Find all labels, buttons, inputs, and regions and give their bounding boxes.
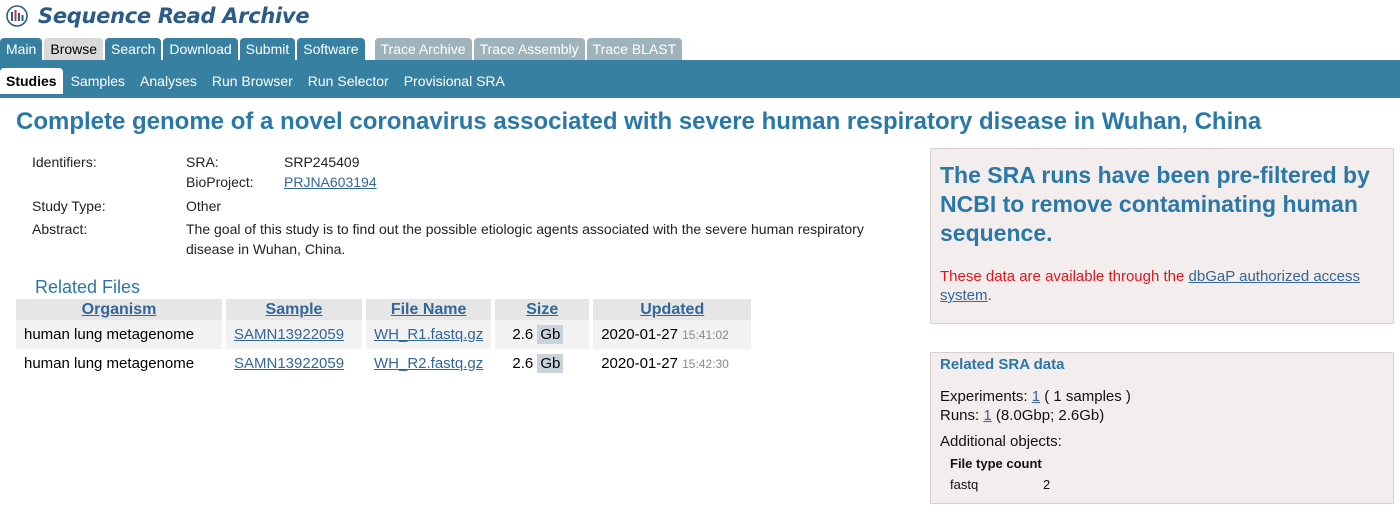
study-type-label: Study Type: [32,198,106,214]
runs-label: Runs: [940,407,980,424]
column-header-sample: Sample [226,299,362,320]
sub-navigation: Studies Samples Analyses Run Browser Run… [0,60,1400,98]
abstract-text: The goal of this study is to find out th… [186,221,864,257]
tab-browse[interactable]: Browse [44,38,104,60]
sample-link[interactable]: SAMN13922059 [234,326,345,343]
column-header-file-name: File Name [366,299,492,320]
experiments-link[interactable]: 1 [1031,388,1041,405]
sra-accession: SRP245409 [284,154,360,170]
sort-file-name-link[interactable]: File Name [390,300,467,318]
dbgap-access-link[interactable]: dbGaP authorized access system [940,268,1361,304]
column-header-size: Size [495,299,590,320]
subnav-studies[interactable]: Studies [0,68,63,94]
main-tabs: Main Browse Search Download Submit Softw… [0,38,684,60]
table-row: human lung metagenome SAMN13922059 WH_R1… [16,320,752,349]
file-name-link[interactable]: WH_R1.fastq.gz [374,326,484,343]
organism-cell: human lung metagenome [16,320,222,349]
column-header-updated: Updated [593,299,752,320]
tab-trace-archive[interactable]: Trace Archive [374,38,472,60]
bioproject-label: BioProject: [186,174,254,190]
identifiers-label: Identifiers: [32,154,97,170]
related-files-heading: Related Files [35,277,141,297]
organism-cell: human lung metagenome [24,355,195,372]
prefilter-notice-box: The SRA runs have been pre-filtered by N… [930,148,1394,324]
study-type-value: Other [186,198,222,214]
subnav-analyses[interactable]: Analyses [140,73,197,89]
file-count-value: 2 [1043,477,1051,492]
sample-link[interactable]: SAMN13922059 [234,355,345,372]
dbgap-notice-text: These data are available through the [940,268,1189,285]
tab-trace-assembly[interactable]: Trace Assembly [473,38,585,60]
related-files-table: Organism Sample File Name Size Updated h… [12,299,755,378]
sra-label: SRA: [186,154,219,170]
abstract-label: Abstract: [32,221,88,237]
additional-objects-label: Additional objects: [940,433,1062,450]
tab-main[interactable]: Main [0,38,43,60]
file-type-value: fastq [950,477,979,492]
sort-organism-link[interactable]: Organism [81,300,157,318]
sra-bars-logo-icon [6,5,28,27]
updated-time: 15:41:02 [682,328,729,342]
prefilter-headline: The SRA runs have been pre-filtered by N… [940,162,1370,246]
size-unit-badge: Gb [537,325,564,344]
related-sra-box: Related SRA data Experiments: 1 ( 1 samp… [930,352,1394,504]
column-header-organism: Organism [16,299,222,320]
sort-sample-link[interactable]: Sample [265,300,323,318]
size-value: 2.6 [512,355,534,372]
file-name-link[interactable]: WH_R2.fastq.gz [374,355,484,372]
page-title: Complete genome of a novel coronavirus a… [16,108,1262,135]
sort-updated-link[interactable]: Updated [640,300,705,318]
runs-summary: (8.0Gbp; 2.6Gb) [991,407,1105,424]
tab-download[interactable]: Download [163,38,238,60]
tab-trace-blast[interactable]: Trace BLAST [586,38,683,60]
subnav-run-browser[interactable]: Run Browser [211,73,293,89]
tab-submit[interactable]: Submit [239,38,296,60]
updated-date: 2020-01-27 [601,326,678,343]
runs-link[interactable]: 1 [983,407,992,424]
experiments-count: ( 1 samples ) [1040,388,1131,405]
sra-logo[interactable]: Sequence Read Archive [6,2,310,30]
runs-line: Runs: 1 (8.0Gbp; 2.6Gb) [940,407,1104,424]
subnav-samples[interactable]: Samples [70,73,126,89]
experiments-line: Experiments: 1 ( 1 samples ) [940,388,1131,405]
size-unit-badge: Gb [537,354,564,373]
tab-search[interactable]: Search [105,38,162,60]
sort-size-link[interactable]: Size [526,300,559,318]
tab-software[interactable]: Software [297,38,365,60]
dbgap-notice: These data are available through the dbG… [940,267,1380,305]
experiments-label: Experiments: [940,388,1028,405]
app-title: Sequence Read Archive [38,4,310,28]
related-sra-heading: Related SRA data [940,356,1065,373]
dbgap-notice-end: . [987,287,992,304]
file-type-count-header: File type count [950,456,1042,471]
updated-time: 15:42:30 [682,357,729,371]
subnav-run-selector[interactable]: Run Selector [307,73,389,89]
updated-date: 2020-01-27 [601,355,678,372]
subnav-provisional-sra[interactable]: Provisional SRA [403,73,505,89]
bioproject-link[interactable]: PRJNA603194 [284,174,377,190]
size-value: 2.6 [512,326,534,343]
table-row: human lung metagenome SAMN13922059 WH_R2… [16,349,751,378]
